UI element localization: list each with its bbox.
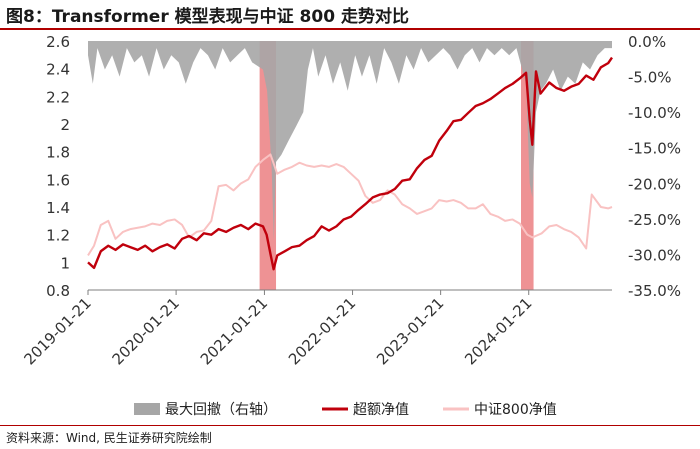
x-tick-label: 2022-01-21 [285,294,359,368]
left-tick-label: 2 [60,116,70,134]
x-axis-ticks: 2019-01-21 2020-01-21 2021-01-21 2022-01-21… [20,290,536,368]
left-tick-label: 2.4 [46,61,70,79]
right-tick-label: -20.0% [628,175,681,193]
legend-label-index: 中证800净值 [474,402,557,418]
left-tick-label: 1.4 [46,199,70,217]
legend: 最大回撤（右轴） 超额净值 中证800净值 [134,402,557,418]
drawdown-area [88,41,612,241]
excess-nav-line [87,56,613,271]
left-tick-label: 1 [60,254,70,272]
right-tick-label: -10.0% [628,104,681,122]
right-tick-label: -35.0% [628,282,681,300]
left-tick-label: 2.2 [46,88,70,106]
left-tick-label: 2.6 [46,33,70,51]
x-tick-label: 2023-01-21 [373,294,447,368]
source-divider [0,425,700,426]
right-axis-ticks: 0.0% -5.0% -10.0% -15.0% -20.0% -25.0% -30.0% -… [628,33,681,300]
drawdown-series [88,41,612,241]
source-note: 资料来源：Wind, 民生证券研究院绘制 [6,431,212,445]
left-tick-label: 1.8 [46,144,70,162]
legend-label-drawdown: 最大回撤（右轴） [165,402,277,418]
right-tick-label: -30.0% [628,246,681,264]
title-divider [0,28,700,30]
left-tick-label: 1.6 [46,171,70,189]
x-tick-label: 2019-01-21 [20,294,94,368]
x-tick-label: 2021-01-21 [197,294,271,368]
right-tick-label: 0.0% [628,33,666,51]
right-tick-label: -5.0% [628,69,672,87]
csi800-nav-line [87,153,613,256]
left-tick-label: 1.2 [46,227,70,245]
x-tick-label: 2020-01-21 [109,294,183,368]
chart: 2.6 2.4 2.2 2 1.8 1.6 1.4 1.2 1 0.8 0.0% -5.0% -10.… [20,33,681,418]
left-axis-ticks: 2.6 2.4 2.2 2 1.8 1.6 1.4 1.2 1 0.8 [46,33,70,300]
left-tick-label: 0.8 [46,282,70,300]
legend-label-excess: 超额净值 [353,402,409,418]
right-tick-label: -15.0% [628,140,681,158]
figure-title: 图8：Transformer 模型表现与中证 800 走势对比 [6,7,409,27]
legend-swatch-drawdown [134,403,160,415]
line-series [87,56,613,271]
right-tick-label: -25.0% [628,211,681,229]
x-tick-label: 2024-01-21 [461,294,535,368]
